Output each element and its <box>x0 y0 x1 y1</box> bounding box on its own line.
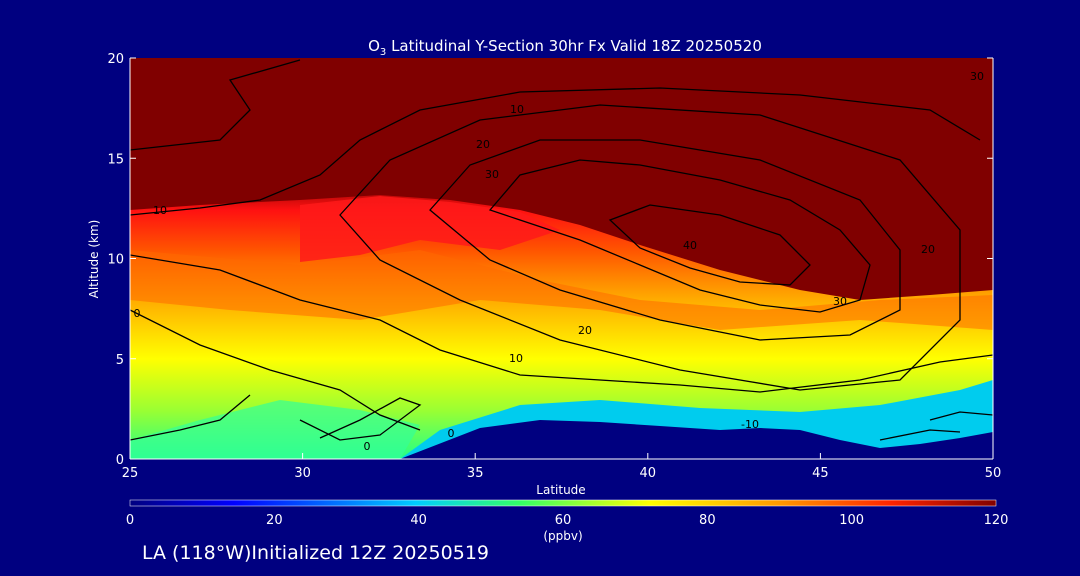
colorbar-ticks: 0 20 40 60 80 100 120 <box>126 513 1009 528</box>
colorbar-tick-label: 60 <box>555 513 572 528</box>
title-subscript: 3 <box>380 47 386 58</box>
x-tick-label: 45 <box>812 466 829 481</box>
ozone-core-red <box>300 196 560 262</box>
y-tick-label: 15 <box>107 152 124 167</box>
contour-label: 10 <box>153 204 167 217</box>
plot-area: 10 20 30 40 30 20 10 0 0 0 -10 10 20 30 <box>130 58 993 459</box>
contour-label: 10 <box>509 352 523 365</box>
x-tick-label: 40 <box>640 466 657 481</box>
contour-label: 0 <box>134 307 141 320</box>
y-tick-label: 5 <box>116 353 124 368</box>
x-tick-label: 25 <box>122 466 139 481</box>
contour-label: 0 <box>364 440 371 453</box>
stratospheric-intrusion <box>130 58 993 300</box>
chart-title: O3 Latitudinal Y-Section 30hr Fx Valid 1… <box>368 37 762 58</box>
terrain-mask <box>400 420 993 459</box>
contour-label: 0 <box>448 427 455 440</box>
x-axis-label: Latitude <box>536 483 585 497</box>
y-tick-label: 20 <box>107 52 124 67</box>
contour-label: 20 <box>476 138 490 151</box>
colorbar <box>129 499 997 507</box>
title-rest: Latitudinal Y-Section 30hr Fx Valid 18Z … <box>386 37 762 55</box>
ozone-low-green <box>130 400 420 459</box>
y-tick-label: 10 <box>107 253 124 268</box>
y-tick-label: 0 <box>116 453 124 468</box>
contour-label: 30 <box>485 168 499 181</box>
title-main: O <box>368 37 380 55</box>
contour-lines <box>130 59 993 441</box>
colorbar-tick-label: 40 <box>410 513 427 528</box>
colorbar-tick-label: 120 <box>984 513 1009 528</box>
x-tick-label: 50 <box>985 466 1002 481</box>
contour-labels: 10 20 30 40 30 20 10 0 0 0 -10 10 20 30 <box>134 70 985 453</box>
y-axis-label: Altitude (km) <box>87 220 101 299</box>
colorbar-tick-label: 0 <box>126 513 134 528</box>
x-axis-ticks: 25 30 35 40 45 50 <box>122 453 1002 481</box>
contour-label: -10 <box>741 418 759 431</box>
contour-label: 30 <box>970 70 984 83</box>
colorbar-tick-label: 100 <box>839 513 864 528</box>
y-axis-ticks: 0 5 10 15 20 <box>107 52 993 468</box>
contour-label: 20 <box>578 324 592 337</box>
contour-label: 30 <box>833 295 847 308</box>
initialization-footer: LA (118°W)Initialized 12Z 20250519 <box>142 542 489 564</box>
x-tick-label: 30 <box>294 466 311 481</box>
colorbar-tick-label: 80 <box>699 513 716 528</box>
contour-label: 40 <box>683 239 697 252</box>
colorbar-tick-label: 20 <box>266 513 283 528</box>
colorbar-units: (ppbv) <box>543 529 582 543</box>
contour-label: 10 <box>510 103 524 116</box>
contour-label: 20 <box>921 243 935 256</box>
x-tick-label: 35 <box>467 466 484 481</box>
